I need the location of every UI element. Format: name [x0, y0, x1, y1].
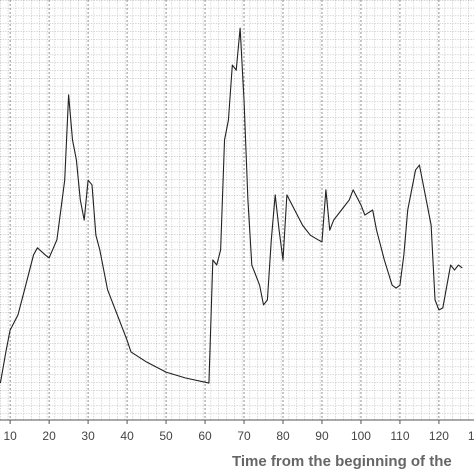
x-tick-label: 120 — [429, 429, 449, 443]
minor-grid — [0, 0, 474, 420]
line — [0, 27, 463, 384]
x-tick-label: 80 — [276, 429, 290, 443]
x-tick-label: 110 — [390, 429, 409, 443]
x-tick-label: 100 — [351, 429, 371, 443]
x-tick-label: 10 — [3, 429, 17, 443]
x-axis-label: Time from the beginning of the — [232, 453, 452, 470]
x-tick-label: 40 — [120, 429, 134, 443]
x-tick-label: 90 — [315, 429, 329, 443]
x-tick-label: 20 — [42, 429, 56, 443]
x-tick-label: 60 — [198, 429, 212, 443]
x-tick-label: 130 — [468, 429, 474, 443]
x-tick-label: 50 — [159, 429, 173, 443]
x-tick-label: 70 — [237, 429, 251, 443]
x-tick-label: 30 — [81, 429, 95, 443]
